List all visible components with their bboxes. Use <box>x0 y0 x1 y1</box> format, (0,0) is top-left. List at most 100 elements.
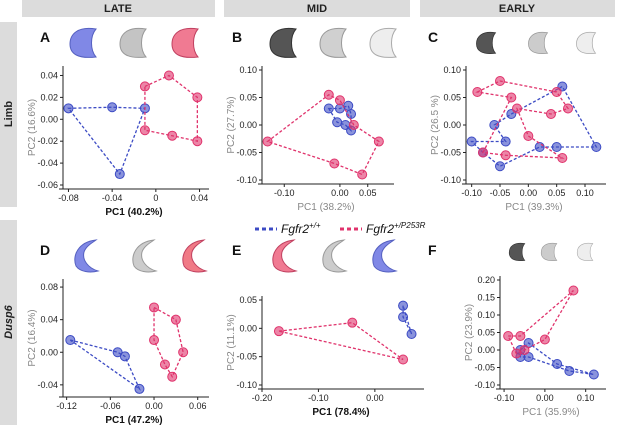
y-tick-label: 0.10 <box>443 65 461 75</box>
y-tick-label: -0.05 <box>236 148 257 158</box>
x-tick-label: -0.10 <box>494 393 515 403</box>
point <box>506 92 517 103</box>
panel-label: C <box>428 29 438 45</box>
point <box>163 70 174 81</box>
point <box>107 102 118 113</box>
point <box>334 95 345 106</box>
point <box>564 366 575 376</box>
y-tick-label: 0.05 <box>239 295 257 305</box>
row-header-bg <box>0 22 17 207</box>
y-tick-label: 0.05 <box>443 93 461 103</box>
x-tick-label: 0.00 <box>366 393 384 403</box>
point <box>478 147 488 158</box>
x-tick-label: 0.00 <box>536 393 554 403</box>
column-header-bg <box>420 0 615 17</box>
y-tick-label: -0.10 <box>236 380 257 390</box>
legend-label: Fgfr2+/P253R <box>366 221 426 236</box>
row-header: Limb <box>3 101 15 128</box>
y-axis-label: PC2 (11.1%) <box>226 314 237 371</box>
x-tick-label: 0.06 <box>189 401 207 411</box>
y-tick-label: 0.00 <box>40 114 58 124</box>
column-header-bg <box>22 0 215 17</box>
y-tick-label: -0.10 <box>440 175 461 185</box>
series-outline <box>519 342 595 376</box>
x-axis-label: PC1 (38.2%) <box>297 202 354 213</box>
point <box>178 347 189 358</box>
point <box>167 371 178 382</box>
x-tick-label: 0.00 <box>145 401 163 411</box>
point <box>114 169 125 180</box>
point <box>512 103 522 114</box>
point <box>588 369 599 380</box>
x-tick-label: -0.04 <box>102 193 123 203</box>
point <box>273 326 284 337</box>
x-tick-label: -0.12 <box>56 401 77 411</box>
x-tick-label: -0.06 <box>100 401 121 411</box>
series-outline <box>278 321 404 361</box>
y-tick-label: 0.00 <box>239 120 257 130</box>
y-axis-label: PC2 (23.9%) <box>464 304 475 361</box>
y-axis-label: PC2 (27.7%) <box>226 96 237 153</box>
point <box>539 334 550 345</box>
panel-label: A <box>40 29 50 45</box>
point <box>63 103 74 114</box>
point <box>472 87 483 97</box>
point <box>192 136 203 147</box>
y-tick-label: -0.02 <box>37 136 58 146</box>
y-tick-label: 0.02 <box>40 92 58 102</box>
series-outline <box>470 85 598 168</box>
column-header: MID <box>307 3 327 15</box>
legend-label: Fgfr2+/+ <box>281 221 321 236</box>
y-tick-label: -0.04 <box>37 158 58 168</box>
series-outline <box>67 106 146 176</box>
point <box>500 136 511 147</box>
point <box>170 314 181 325</box>
point <box>523 131 534 141</box>
y-tick-label: 0.10 <box>239 65 257 75</box>
x-tick-label: -0.08 <box>58 193 79 203</box>
y-tick-label: -0.04 <box>37 380 58 390</box>
point <box>348 120 359 130</box>
x-tick-label: -0.05 <box>490 188 511 198</box>
y-tick-label: -0.10 <box>474 380 495 390</box>
x-tick-label: -0.10 <box>461 188 482 198</box>
series-outline <box>266 93 380 176</box>
x-axis-label: PC1 (35.9%) <box>522 407 579 418</box>
y-tick-label: -0.05 <box>440 148 461 158</box>
y-tick-label: -0.06 <box>37 180 58 190</box>
point <box>323 89 334 100</box>
point <box>519 345 530 355</box>
point <box>119 351 130 362</box>
y-tick-label: 0.00 <box>40 347 58 357</box>
x-tick-label: 0.04 <box>191 193 209 203</box>
point <box>495 161 505 172</box>
panel-label: E <box>232 242 241 258</box>
point <box>563 103 573 114</box>
series-outline <box>475 80 570 159</box>
y-axis-label: PC2 (26.5 %) <box>430 95 441 155</box>
point <box>343 100 354 111</box>
x-tick-label: 0.05 <box>548 188 566 198</box>
point <box>347 317 358 328</box>
point <box>323 103 334 114</box>
series-outline <box>507 290 575 355</box>
point <box>591 142 602 152</box>
point <box>159 359 170 370</box>
point <box>167 130 178 141</box>
x-tick-label: 0.05 <box>359 188 377 198</box>
x-tick-label: -0.10 <box>274 188 295 198</box>
point <box>551 142 562 152</box>
point <box>357 169 368 180</box>
point <box>552 359 563 369</box>
point <box>495 76 505 86</box>
y-tick-label: -0.10 <box>236 175 257 185</box>
point <box>398 312 409 322</box>
y-axis-label: PC2 (16.4%) <box>27 309 38 366</box>
panel-label: F <box>428 242 437 258</box>
point <box>262 136 273 147</box>
y-tick-label: 0.00 <box>239 323 257 333</box>
column-header-bg <box>224 0 410 17</box>
point <box>534 142 545 152</box>
row-header-bg <box>0 220 17 425</box>
